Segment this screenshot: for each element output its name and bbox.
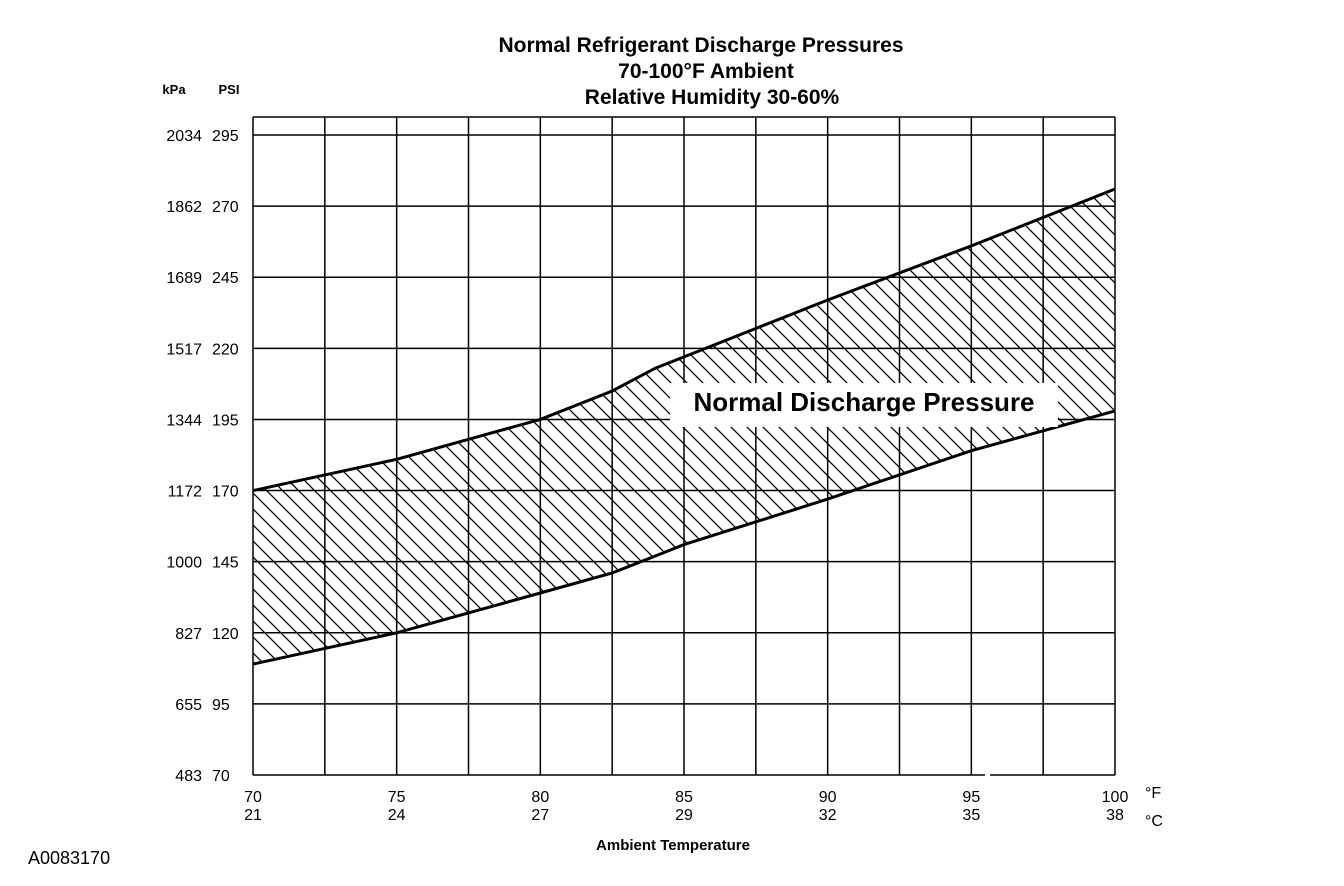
y-tick-label-kpa: 1517 — [166, 341, 202, 358]
y-tick-label-psi: 145 — [212, 555, 239, 572]
chart-title-line-2: 70-100°F Ambient — [618, 60, 794, 83]
y-tick-label-psi: 195 — [212, 412, 239, 429]
y-tick-labels: 2034 295 1862 270 1689 245 1517 220 1344 195 1172 1… — [166, 128, 238, 785]
y-tick-label-kpa: 2034 — [166, 128, 202, 145]
y-tick-label-kpa: 483 — [175, 768, 202, 785]
y-tick-label-psi: 170 — [212, 484, 239, 501]
x-tick-label-f: 75 — [388, 789, 406, 806]
figure-id: A0083170 — [28, 848, 110, 868]
x-unit-c: °C — [1145, 813, 1163, 830]
x-tick-label-f: 100 — [1102, 789, 1129, 806]
x-tick-label-c: 32 — [819, 807, 837, 824]
x-tick-label-f: 80 — [531, 789, 549, 806]
x-tick-label-f: 95 — [962, 789, 980, 806]
x-tick-label-c: 21 — [244, 807, 262, 824]
x-tick-label-c: 27 — [531, 807, 549, 824]
x-tick-label-c: 24 — [388, 807, 406, 824]
y-tick-label-kpa: 1344 — [166, 412, 202, 429]
y-unit-psi: PSI — [219, 82, 240, 97]
y-tick-label-psi: 70 — [212, 768, 230, 785]
x-axis-label: Ambient Temperature — [596, 837, 750, 854]
band-label-background — [670, 383, 1058, 427]
y-tick-label-kpa: 1862 — [166, 199, 202, 216]
chart-title-line-3: Relative Humidity 30-60% — [585, 86, 840, 109]
y-tick-label-psi: 120 — [212, 626, 239, 643]
x-tick-label-c: 29 — [675, 807, 693, 824]
x-unit-f: °F — [1145, 785, 1161, 802]
y-tick-label-kpa: 1000 — [166, 555, 202, 572]
y-tick-label-psi: 95 — [212, 697, 230, 714]
band-label: Normal Discharge Pressure — [693, 387, 1034, 417]
y-tick-label-kpa: 827 — [175, 626, 202, 643]
y-tick-label-kpa: 655 — [175, 697, 202, 714]
y-tick-label-psi: 245 — [212, 270, 239, 287]
x-tick-label-f: 70 — [244, 789, 262, 806]
band-upper-boundary — [252, 187, 1116, 493]
chart-title-line-1: Normal Refrigerant Discharge Pressures — [499, 34, 904, 57]
x-tick-label-c: 35 — [962, 807, 980, 824]
y-tick-label-kpa: 1172 — [168, 484, 203, 501]
y-tick-label-kpa: 1689 — [166, 270, 202, 287]
y-tick-label-psi: 295 — [212, 128, 239, 145]
x-tick-label-f: 90 — [819, 789, 837, 806]
x-tick-label-c: 38 — [1106, 807, 1124, 824]
band-lower-boundary — [252, 409, 1116, 666]
y-tick-label-psi: 220 — [212, 341, 239, 358]
line-layer — [252, 187, 1116, 666]
y-unit-kpa: kPa — [162, 82, 186, 97]
y-tick-label-psi: 270 — [212, 199, 239, 216]
x-tick-label-f: 85 — [675, 789, 693, 806]
